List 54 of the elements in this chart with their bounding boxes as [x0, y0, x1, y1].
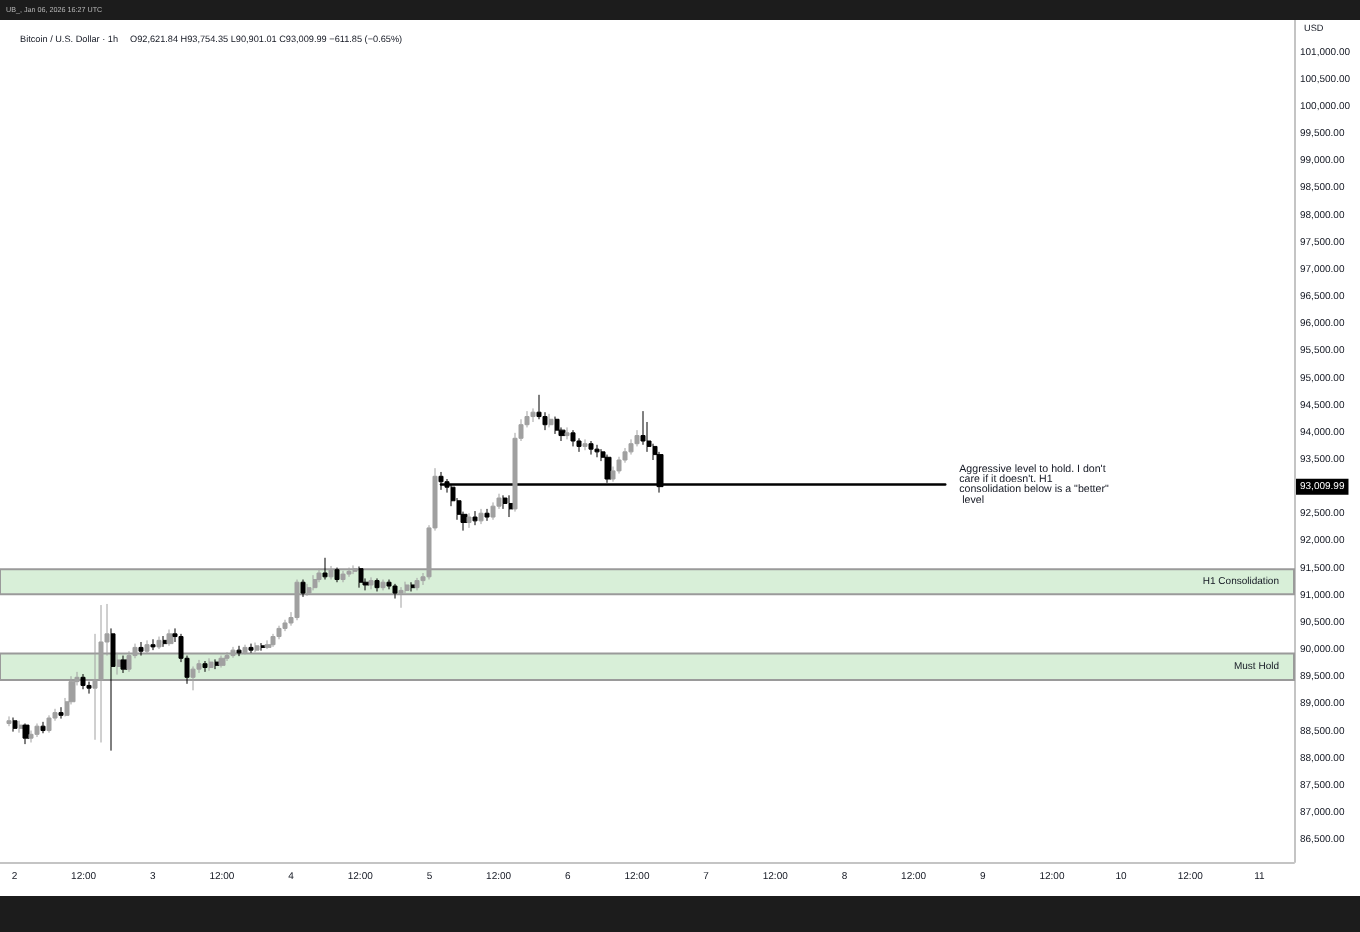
candlestick	[322, 557, 328, 581]
candlestick	[334, 567, 340, 583]
candlestick	[564, 426, 570, 440]
candlestick	[368, 576, 374, 590]
candlestick	[28, 730, 34, 743]
candlestick	[236, 645, 242, 657]
candlestick	[162, 635, 168, 648]
candlestick	[576, 437, 582, 453]
candlestick	[276, 625, 282, 640]
candlestick	[86, 681, 92, 695]
candlestick	[582, 438, 588, 451]
candlestick	[554, 416, 560, 435]
candlestick	[484, 508, 490, 522]
candlestick	[478, 508, 484, 525]
candlestick	[270, 633, 276, 648]
candlestick	[202, 660, 208, 673]
candlestick	[138, 641, 144, 657]
candlestick	[594, 444, 600, 458]
candlestick	[150, 638, 156, 651]
candlestick	[392, 583, 398, 600]
candlestick	[80, 673, 86, 690]
candlestick	[570, 429, 576, 447]
candlestick	[380, 579, 386, 591]
candlestick	[18, 720, 24, 734]
candlestick	[46, 714, 52, 734]
candlestick	[502, 494, 508, 510]
candlestick	[640, 410, 646, 446]
candlestick	[634, 429, 640, 447]
candlestick	[34, 722, 40, 738]
candlestick	[12, 717, 18, 733]
candlestick	[616, 456, 622, 475]
candlestick	[490, 501, 496, 521]
candlestick	[358, 565, 364, 589]
candlestick	[110, 627, 116, 752]
candlestick	[466, 512, 472, 529]
candlestick	[6, 715, 12, 727]
candlestick	[628, 438, 634, 456]
candlestick	[508, 494, 514, 518]
candlestick	[588, 440, 594, 456]
candlestick	[282, 619, 288, 632]
candlestick	[414, 577, 420, 591]
candlestick	[120, 655, 128, 674]
candlestick	[40, 721, 46, 734]
candlestick	[530, 407, 536, 423]
candlestick	[214, 658, 220, 670]
candlestick	[22, 722, 30, 745]
candlestick	[58, 706, 64, 720]
candlestick	[208, 657, 214, 672]
candlestick	[472, 510, 478, 526]
candlestick	[166, 629, 174, 647]
candlestick	[312, 574, 318, 591]
candlestick	[300, 579, 306, 598]
candlestick	[374, 577, 380, 592]
candlestick	[548, 413, 554, 428]
